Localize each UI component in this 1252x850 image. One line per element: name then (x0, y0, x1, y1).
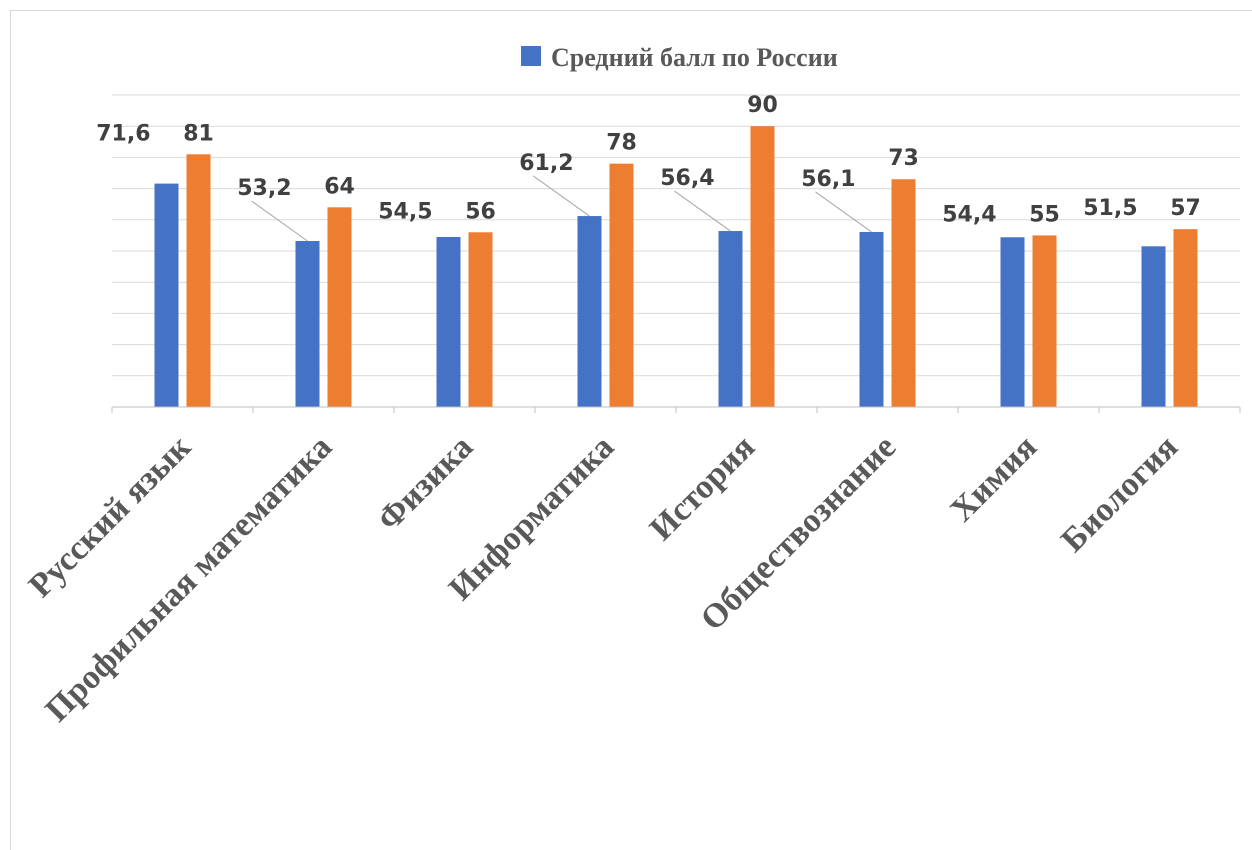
data-label-russia: 54,4 (942, 202, 996, 227)
bar-school (186, 154, 211, 407)
category-label: Профильная математика (38, 428, 339, 729)
bar-school (327, 207, 352, 407)
data-label-school: 64 (324, 174, 355, 199)
data-label-russia: 56,4 (660, 166, 714, 191)
data-label-school: 90 (747, 93, 778, 118)
bar-russia (436, 236, 461, 407)
data-label-school: 56 (465, 199, 496, 224)
leader-line (815, 191, 872, 233)
category-label: История (643, 428, 762, 547)
leader-line (674, 190, 731, 232)
bar-russia (1141, 246, 1166, 407)
legend-label-russia: Средний балл по России (551, 43, 838, 72)
bar-school (750, 126, 775, 407)
bar-russia (295, 241, 320, 407)
bar-school (1173, 229, 1198, 407)
data-label-school: 55 (1029, 202, 1060, 227)
data-label-school: 81 (183, 121, 214, 146)
data-label-school: 57 (1170, 196, 1201, 221)
bar-russia (859, 231, 884, 407)
data-label-russia: 56,1 (801, 167, 855, 192)
legend: Средний балл по России (521, 43, 838, 72)
gridlines (112, 94, 1240, 377)
bars (154, 126, 1198, 407)
data-label-school: 73 (888, 146, 919, 171)
bar-russia (577, 216, 602, 407)
data-label-russia: 53,2 (237, 176, 291, 201)
bar-school (609, 163, 634, 407)
leader-line (533, 175, 590, 217)
category-label: Биология (1054, 428, 1185, 559)
bar-russia (1000, 237, 1025, 407)
leader-line (251, 200, 308, 242)
bar-school (1032, 235, 1057, 407)
chart-frame (10, 10, 1252, 850)
bar-school (891, 179, 916, 407)
bar-school (468, 232, 493, 407)
category-label: Физика (370, 428, 480, 538)
category-label: Химия (944, 428, 1045, 529)
data-labels: 81 71,6 64 53,2 56 54,5 78 61,2 90 56,4 73 56,1 55 54… (96, 93, 1201, 242)
data-label-russia: 71,6 (96, 121, 150, 146)
legend-swatch-russia (521, 46, 541, 66)
data-label-russia: 51,5 (1083, 196, 1137, 221)
data-label-russia: 61,2 (519, 151, 573, 176)
bar-russia (718, 231, 743, 407)
bar-russia (154, 183, 179, 407)
data-label-school: 78 (606, 131, 637, 156)
data-label-russia: 54,5 (378, 199, 432, 224)
